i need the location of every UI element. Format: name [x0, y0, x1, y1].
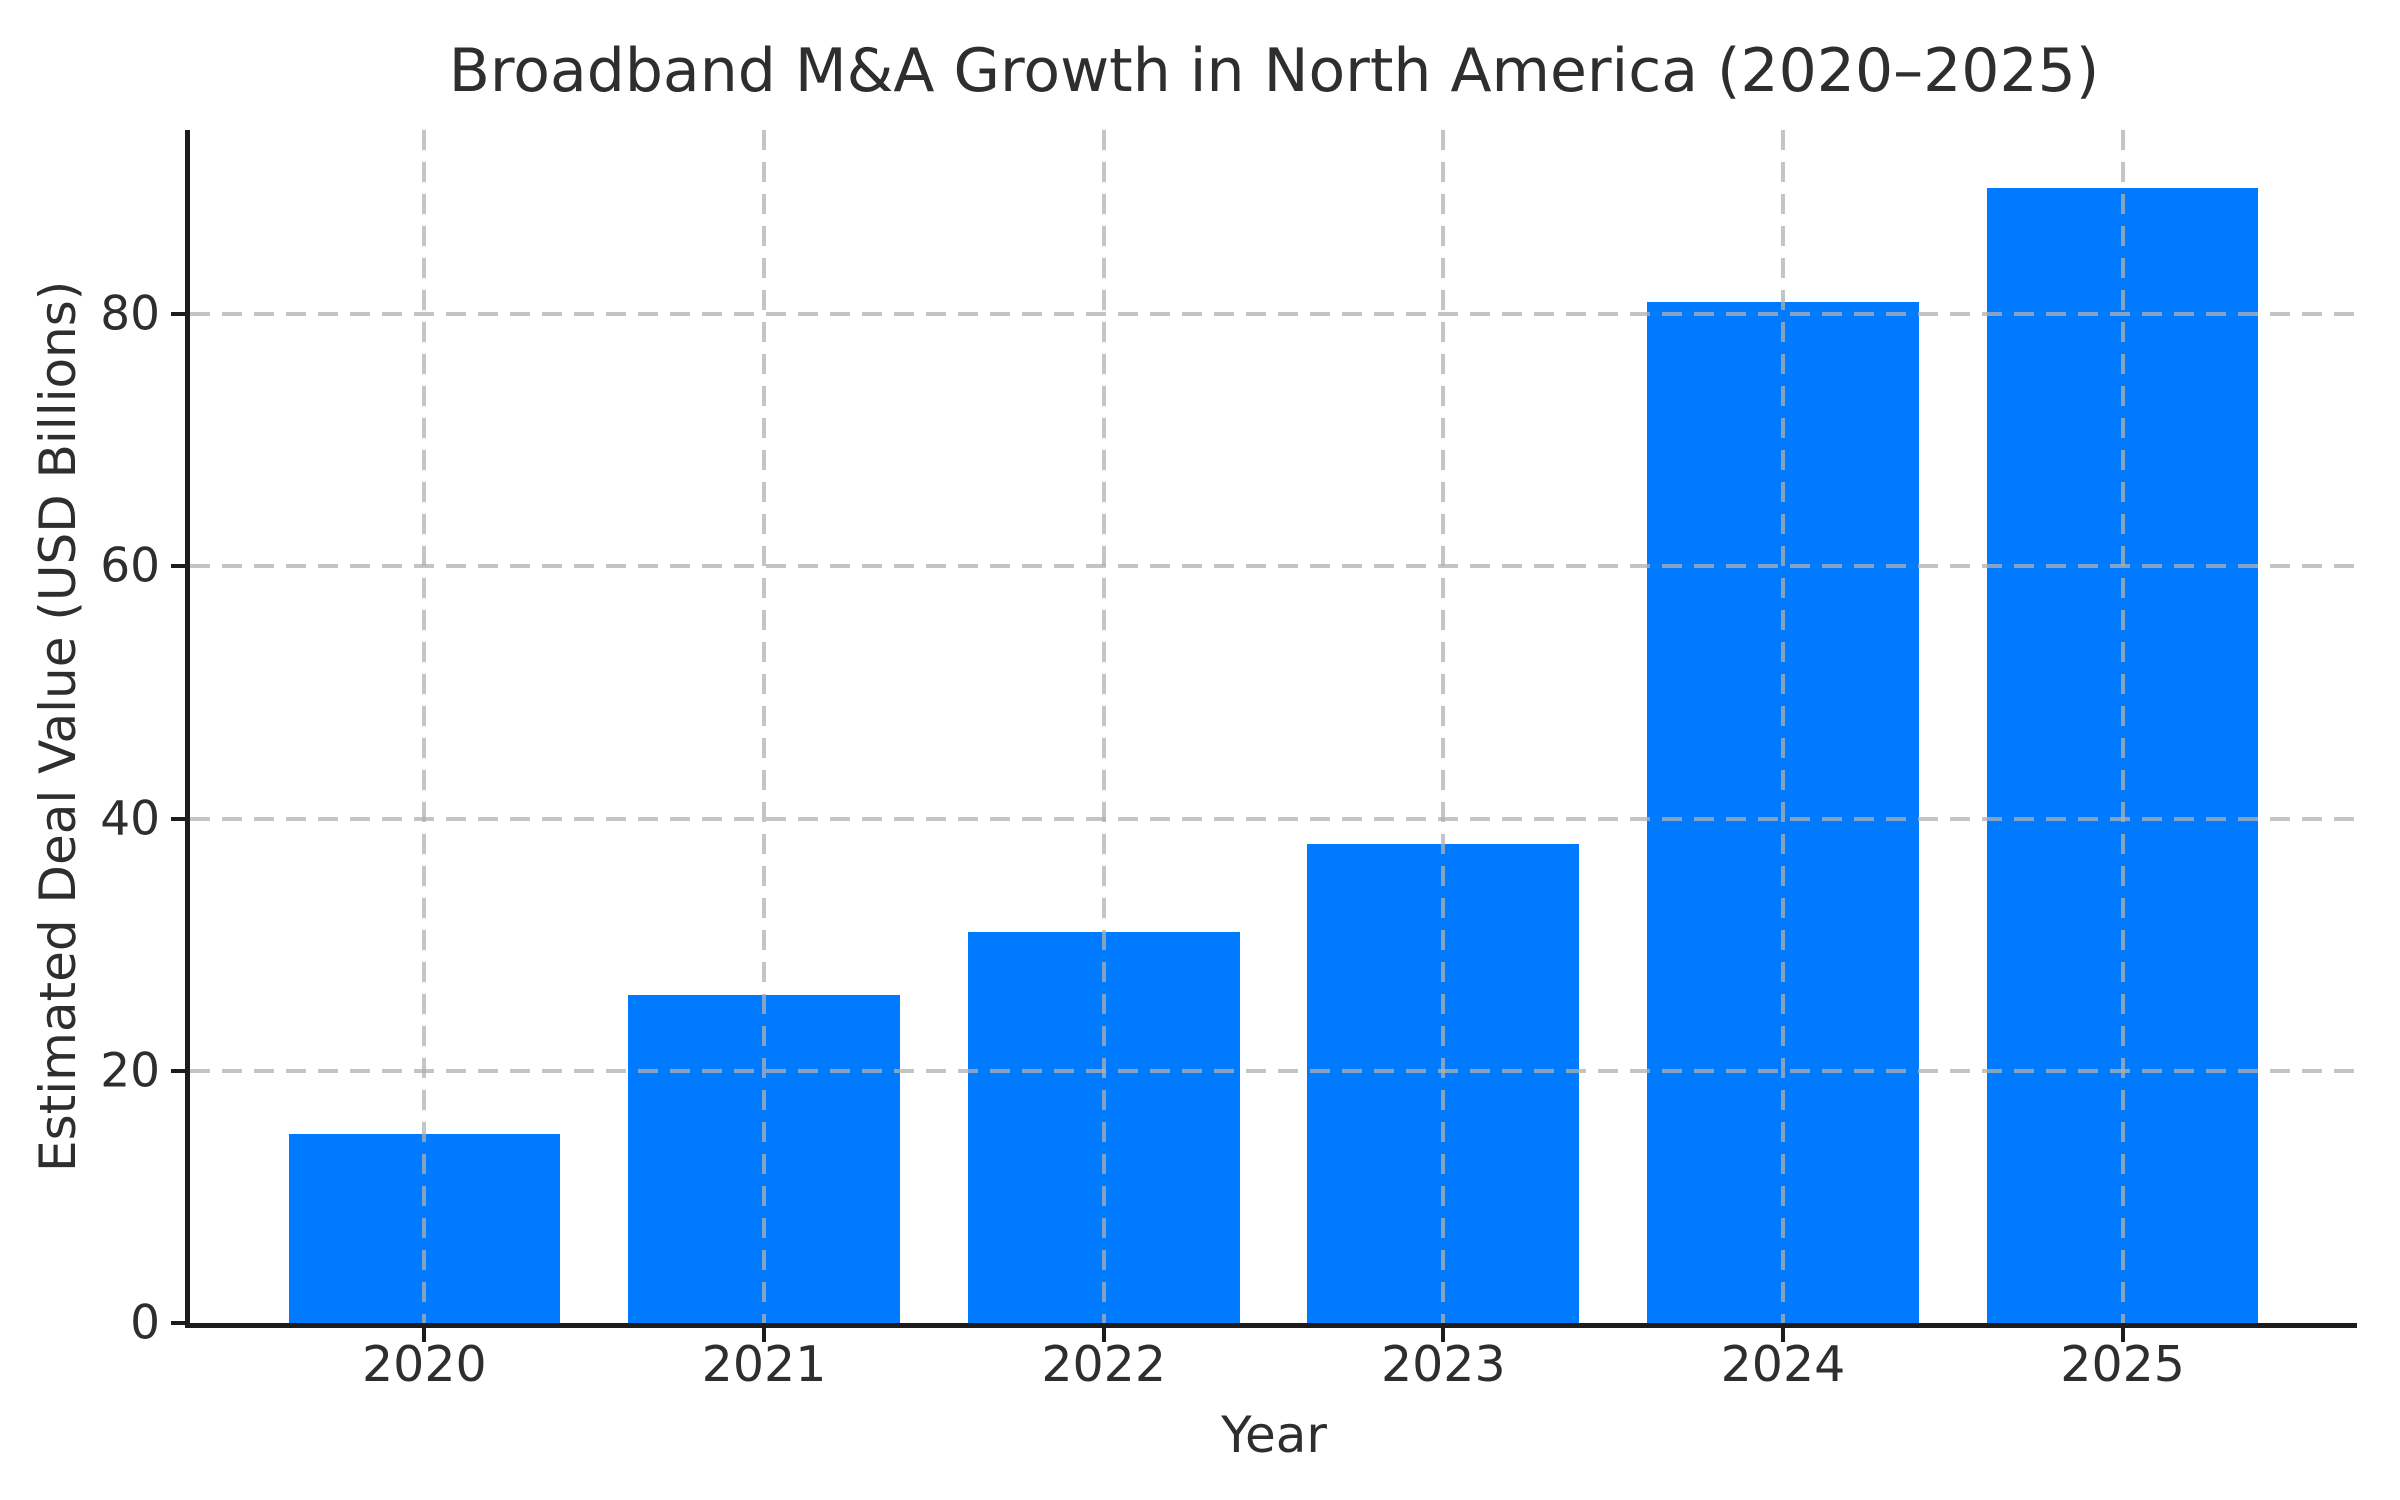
y-tick-0 [171, 1321, 185, 1325]
x-axis-label: Year [1221, 1406, 1327, 1464]
gridline-x-2020 [422, 130, 427, 1323]
x-tick-2021 [762, 1328, 767, 1342]
gridline-x-2021 [762, 130, 767, 1323]
gridline-x-2022 [1101, 130, 1106, 1323]
gridline-y-80 [190, 312, 2357, 317]
gridline-x-2025 [2120, 130, 2125, 1323]
y-tick-60 [171, 564, 185, 569]
x-tick-2023 [1441, 1328, 1446, 1342]
gridline-y-60 [190, 564, 2357, 569]
x-tick-label-2020: 2020 [362, 1336, 487, 1393]
x-tick-2024 [1780, 1328, 1785, 1342]
x-tick-2020 [422, 1328, 427, 1342]
y-tick-label-0: 0 [130, 1295, 160, 1351]
y-tick-20 [171, 1068, 185, 1073]
x-tick-2025 [2120, 1328, 2125, 1342]
gridline-y-40 [190, 816, 2357, 821]
x-tick-label-2021: 2021 [701, 1336, 827, 1393]
x-tick-label-2022: 2022 [1041, 1336, 1167, 1393]
x-tick-2022 [1101, 1328, 1106, 1342]
gridline-x-2023 [1441, 130, 1446, 1323]
y-tick-40 [171, 816, 185, 821]
gridline-x-2024 [1780, 130, 1785, 1323]
y-tick-label-60: 60 [100, 538, 160, 594]
y-tick-label-20: 20 [100, 1043, 160, 1099]
y-tick-80 [171, 312, 185, 317]
x-tick-label-2024: 2024 [1720, 1336, 1846, 1393]
x-tick-label-2023: 2023 [1380, 1336, 1506, 1393]
gridline-y-20 [190, 1068, 2357, 1073]
x-tick-label-2025: 2025 [2060, 1336, 2185, 1393]
chart-title: Broadband M&A Growth in North America (2… [448, 36, 2100, 106]
y-tick-label-40: 40 [100, 791, 160, 847]
plot-area: 0 20 40 60 80 2020 2021 2022 2023 2024 2025 [100, 130, 2357, 1389]
y-tick-label-80: 80 [100, 286, 160, 342]
